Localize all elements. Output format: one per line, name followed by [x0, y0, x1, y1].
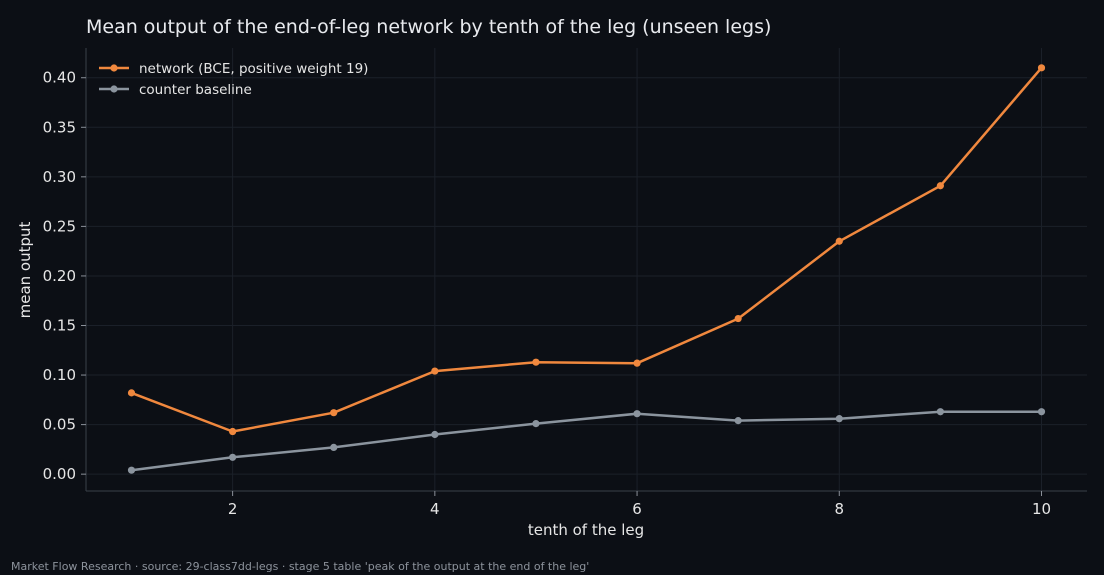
y-tick-label: 0.25	[43, 217, 76, 235]
data-point-1	[431, 430, 439, 439]
x-axis-label: tenth of the leg	[528, 521, 644, 539]
data-point-0	[229, 427, 237, 436]
y-tick-label: 0.05	[43, 416, 76, 434]
data-point-0	[330, 409, 338, 417]
data-point-1	[734, 417, 742, 425]
data-point-1	[936, 408, 944, 416]
y-tick-label: 0.35	[43, 118, 76, 136]
x-ticks: 2 4 6 8 10	[228, 491, 1051, 518]
data-point-1	[633, 410, 641, 418]
y-tick-label: 0.40	[43, 69, 76, 87]
data-point-1	[127, 466, 136, 474]
y-ticks: 0.00 0.05 0.10 0.15 0.20 0.25 0.30 0.35 0.40	[43, 69, 86, 483]
legend-marker-counter	[110, 85, 118, 93]
data-point-0	[835, 237, 843, 245]
y-tick-label: 0.00	[43, 465, 76, 483]
y-tick-label: 0.30	[43, 168, 76, 186]
x-tick-label: 4	[430, 500, 440, 518]
y-tick-label: 0.20	[43, 267, 76, 285]
chart-title: Mean output of the end-of-leg network by…	[86, 16, 771, 38]
series-line-1	[130, 410, 1043, 472]
data-point-0	[431, 367, 439, 375]
legend-label-counter: counter baseline	[139, 82, 252, 98]
y-tick-label: 0.10	[43, 366, 76, 384]
y-tick-label: 0.15	[43, 316, 76, 334]
x-tick-label: 10	[1032, 500, 1051, 518]
footer-source-note: Market Flow Research · source: 29-class7…	[11, 560, 589, 573]
data-point-0	[1037, 64, 1046, 72]
x-tick-label: 8	[835, 500, 845, 518]
legend-marker-network	[110, 64, 118, 72]
legend: network (BCE, positive weight 19) counte…	[99, 61, 368, 98]
data-point-0	[532, 358, 540, 366]
axes	[85, 48, 1087, 492]
data-point-1	[229, 453, 237, 461]
series-line-0	[130, 66, 1043, 433]
data-point-1	[1037, 408, 1046, 416]
data-point-0	[936, 182, 944, 190]
legend-label-network: network (BCE, positive weight 19)	[139, 61, 368, 77]
data-point-1	[532, 420, 540, 428]
data-point-1	[835, 415, 843, 423]
data-point-0	[633, 359, 641, 367]
grid	[86, 48, 1087, 491]
x-tick-label: 6	[632, 500, 642, 518]
y-axis-label: mean output	[16, 221, 34, 318]
data-point-0	[127, 389, 136, 397]
series	[127, 64, 1046, 474]
data-point-0	[734, 314, 742, 323]
x-tick-label: 2	[228, 500, 238, 518]
data-point-1	[330, 443, 338, 451]
